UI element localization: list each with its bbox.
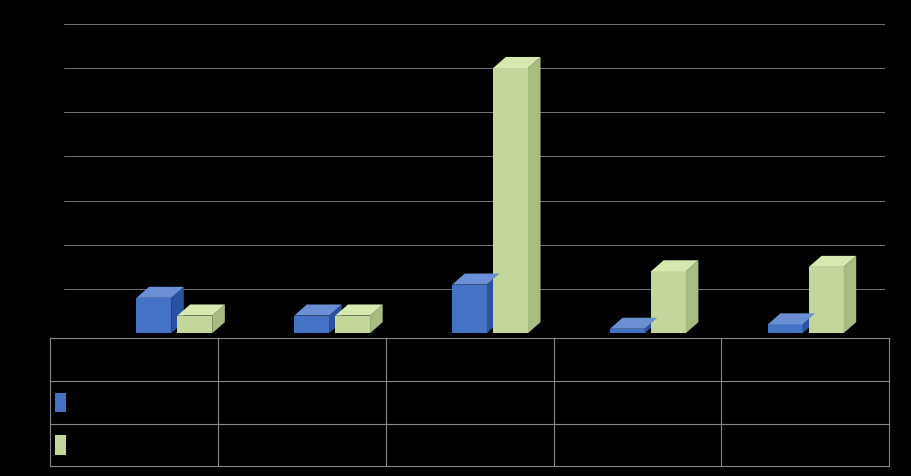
Polygon shape xyxy=(335,305,383,316)
Polygon shape xyxy=(493,57,540,68)
Polygon shape xyxy=(486,274,499,333)
Polygon shape xyxy=(767,313,814,324)
Polygon shape xyxy=(843,256,855,333)
Polygon shape xyxy=(212,305,225,333)
Bar xyxy=(609,329,644,333)
Bar xyxy=(294,316,329,333)
Bar xyxy=(493,68,527,333)
Polygon shape xyxy=(685,260,698,333)
Bar xyxy=(767,324,802,333)
Polygon shape xyxy=(808,256,855,267)
Polygon shape xyxy=(452,274,499,285)
Polygon shape xyxy=(329,305,342,333)
Polygon shape xyxy=(650,260,698,271)
Polygon shape xyxy=(294,305,342,316)
Bar xyxy=(808,267,843,333)
Polygon shape xyxy=(527,57,540,333)
Polygon shape xyxy=(178,305,225,316)
Polygon shape xyxy=(802,313,814,333)
Bar xyxy=(452,285,486,333)
Polygon shape xyxy=(644,318,657,333)
Bar xyxy=(335,316,370,333)
Polygon shape xyxy=(609,318,657,329)
Polygon shape xyxy=(137,287,184,298)
Bar xyxy=(137,298,171,333)
Polygon shape xyxy=(171,287,184,333)
Bar xyxy=(178,316,212,333)
Polygon shape xyxy=(370,305,383,333)
Bar xyxy=(650,271,685,333)
